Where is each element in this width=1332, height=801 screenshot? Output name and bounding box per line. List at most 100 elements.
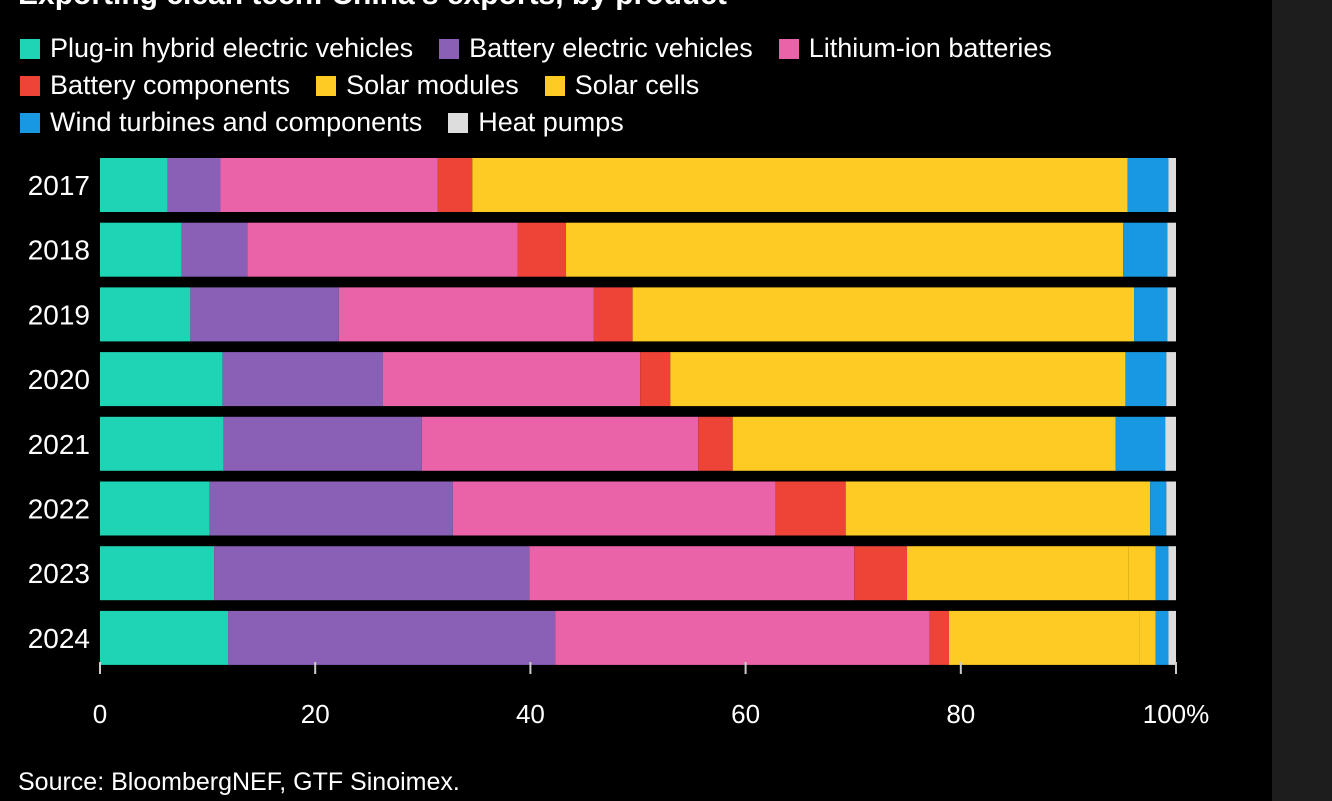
legend-label-wind: Wind turbines and components <box>50 107 423 137</box>
bar-segment <box>223 416 422 471</box>
category-label-2020: 2020 <box>28 364 90 395</box>
legend-label-bev: Battery electric vehicles <box>469 33 753 63</box>
legend-item-heat-pumps: Heat pumps <box>448 104 624 141</box>
bar-segment <box>100 158 168 212</box>
bar-segment <box>1125 352 1167 407</box>
chart-title: Exporting clean tech: China's exports, b… <box>18 0 1258 10</box>
legend-swatch-battery-components <box>20 75 40 96</box>
bar-segment <box>100 546 215 601</box>
bar-segment <box>529 546 855 601</box>
bar-segment <box>1168 546 1176 601</box>
bar-segment <box>1139 610 1156 665</box>
category-label-2017: 2017 <box>28 170 90 201</box>
bar-segment <box>100 610 229 665</box>
bar-segment <box>167 158 221 212</box>
bar-segment <box>220 158 438 212</box>
bar-segment <box>209 481 453 536</box>
legend-label-battery-components: Battery components <box>50 70 291 100</box>
bar-segment <box>854 546 907 601</box>
bar-segment <box>1167 222 1176 277</box>
legend-swatch-wind <box>20 112 40 133</box>
legend-item-battery-components: Battery components <box>20 67 290 104</box>
bar-segment <box>452 481 776 536</box>
legend-label-solar-cells: Solar cells <box>574 70 700 100</box>
bar-segment <box>100 287 191 342</box>
bar-segment <box>222 352 383 407</box>
bar-segment <box>1115 416 1166 471</box>
bar-segment <box>1166 481 1176 536</box>
legend-swatch-phev <box>20 38 40 59</box>
legend-swatch-solar-cells <box>544 75 565 96</box>
category-label-2022: 2022 <box>28 494 90 525</box>
bar-segment <box>472 158 1128 212</box>
bar-segment <box>593 287 633 342</box>
bar-segment <box>1168 158 1176 212</box>
bar-segment <box>228 610 556 665</box>
bar-segment <box>775 481 846 536</box>
x-tick-label: 40 <box>516 699 545 729</box>
bar-segment <box>929 610 949 665</box>
legend-row: Plug-in hybrid electric vehicles Battery… <box>20 30 1260 67</box>
x-tick-label: 0 <box>93 699 107 729</box>
bar-segment <box>1128 546 1156 601</box>
legend-swatch-li-ion <box>778 38 799 59</box>
category-label-2021: 2021 <box>28 429 90 460</box>
bar-segment <box>1127 158 1169 212</box>
bar-segment <box>1166 352 1176 407</box>
bar-segment <box>421 416 699 471</box>
category-label-2019: 2019 <box>28 299 90 330</box>
bar-segment <box>437 158 473 212</box>
bar-segment <box>565 222 1124 277</box>
legend-swatch-solar-modules <box>316 75 337 96</box>
legend-item-wind: Wind turbines and components <box>20 104 422 141</box>
bar-segment <box>732 416 1116 471</box>
bar-segment <box>1168 610 1176 665</box>
bar-segment <box>907 546 1129 601</box>
legend-label-phev: Plug-in hybrid electric vehicles <box>50 33 414 63</box>
bar-segment <box>1165 416 1176 471</box>
legend-row: Battery components Solar modules Solar c… <box>20 67 1260 104</box>
bar-segment <box>1155 546 1169 601</box>
legend-label-heat-pumps: Heat pumps <box>478 107 624 137</box>
bar-segment <box>698 416 733 471</box>
bar-segment <box>100 352 223 407</box>
bar-segment <box>247 222 518 277</box>
bar-segment <box>845 481 1151 536</box>
bar-segment <box>338 287 594 342</box>
legend-item-phev: Plug-in hybrid electric vehicles <box>20 30 413 67</box>
x-tick-label: 60 <box>731 699 760 729</box>
bar-segment <box>555 610 930 665</box>
bar-segment <box>632 287 1135 342</box>
source-note: Source: BloombergNEF, GTF Sinoimex. <box>18 768 460 796</box>
category-label-2018: 2018 <box>28 235 90 266</box>
bar-segment <box>640 352 671 407</box>
legend-row: Wind turbines and components Heat pumps <box>20 104 1260 141</box>
bar-segment <box>100 481 210 536</box>
legend-item-bev: Battery electric vehicles <box>439 30 753 67</box>
legend-item-solar-cells: Solar cells <box>544 67 700 104</box>
bar-segment <box>214 546 530 601</box>
category-label-2024: 2024 <box>28 623 90 654</box>
x-tick-label: 80 <box>946 699 975 729</box>
bar-segment <box>517 222 566 277</box>
bar-segment <box>100 222 182 277</box>
bar-segment <box>1123 222 1168 277</box>
right-margin-strip <box>1272 0 1332 801</box>
legend-label-solar-modules: Solar modules <box>346 70 519 100</box>
bar-segment <box>948 610 1140 665</box>
bar-segment <box>1155 610 1169 665</box>
x-tick-label: 20 <box>301 699 330 729</box>
bar-segment <box>190 287 339 342</box>
stacked-bar-chart: 2017 2018 2019 2020 2021 2022 2023 2024 0 20 40 60 8… <box>28 158 1209 729</box>
bar-segment <box>100 416 224 471</box>
legend-swatch-heat-pumps <box>448 112 469 133</box>
bar-segment <box>181 222 248 277</box>
bar-segment <box>1167 287 1176 342</box>
legend: Plug-in hybrid electric vehicles Battery… <box>20 30 1260 141</box>
legend-swatch-bev <box>439 38 460 59</box>
category-label-2023: 2023 <box>28 558 90 589</box>
bar-segment <box>1150 481 1167 536</box>
bar-segment <box>670 352 1126 407</box>
bar-segment <box>382 352 641 407</box>
legend-item-li-ion: Lithium-ion batteries <box>778 30 1052 67</box>
